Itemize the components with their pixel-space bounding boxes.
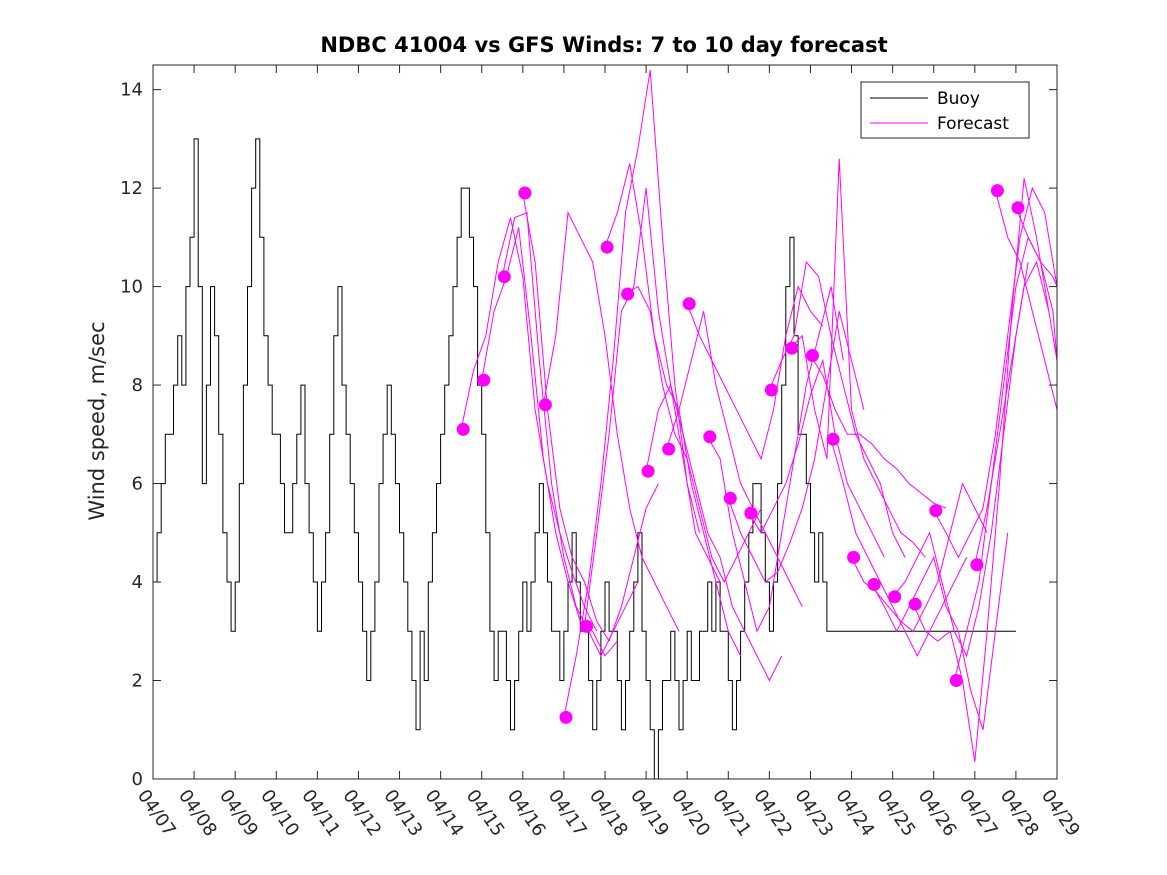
y-tick-label: 4 (132, 572, 143, 593)
forecast-marker (847, 550, 861, 564)
forecast-marker (744, 506, 758, 520)
y-tick-label: 6 (132, 474, 143, 495)
forecast-marker (497, 270, 511, 284)
chart-title: NDBC 41004 vs GFS Winds: 7 to 10 day for… (320, 33, 887, 57)
y-tick-label: 0 (132, 769, 143, 790)
forecast-marker (641, 464, 655, 478)
forecast-trace (748, 358, 885, 558)
buoy-series (153, 138, 1016, 780)
y-axis-label: Wind speed, m/sec (85, 321, 109, 520)
forecast-trace (810, 355, 947, 509)
legend-buoy-label: Buoy (937, 89, 980, 109)
legend: Buoy Forecast (860, 81, 1030, 139)
forecast-trace (501, 211, 639, 658)
forecast-marker (806, 349, 819, 362)
forecast-trace (584, 188, 721, 627)
legend-forecast-label: Forecast (937, 114, 1009, 134)
forecast-trace (686, 285, 824, 461)
forecast-marker (764, 383, 778, 397)
forecast-marker (600, 240, 614, 254)
forecast-trace (707, 286, 844, 633)
forecast-marker (538, 398, 552, 412)
forecast-marker (929, 504, 943, 518)
forecast-marker (1011, 201, 1025, 215)
y-tick-label: 8 (132, 375, 143, 396)
forecast-marker (785, 341, 799, 355)
forecast-trace (522, 192, 659, 643)
forecast-marker (990, 184, 1004, 198)
forecast-marker (559, 710, 573, 724)
forecast-marker (580, 619, 593, 633)
plot-area (152, 64, 1058, 780)
forecast-marker (621, 287, 635, 301)
forecast-marker (518, 186, 532, 200)
forecast-marker (456, 422, 470, 436)
forecast-trace (666, 311, 803, 607)
forecast-marker (908, 597, 922, 611)
forecast-trace (604, 163, 742, 657)
forecast-trace (768, 260, 906, 558)
forecast-trace (625, 285, 762, 584)
forecast-marker (867, 578, 881, 591)
forecast-marker (682, 297, 696, 311)
y-tick-label: 12 (120, 178, 143, 199)
forecast-trace (871, 532, 1009, 730)
y-tick-label: 14 (120, 80, 143, 101)
legend-box (860, 81, 1030, 139)
forecast-marker (662, 442, 676, 456)
forecast-marker (970, 558, 984, 572)
forecast-marker (723, 491, 737, 505)
forecast-trace (933, 186, 1058, 559)
forecast-marker (826, 432, 840, 446)
forecast-trace (460, 217, 598, 632)
forecast-marker (477, 373, 491, 387)
forecast-trace (563, 69, 700, 718)
forecast-marker (703, 430, 717, 444)
forecast-trace (645, 383, 783, 682)
y-axis-ticks: 0 2 4 6 8 10 12 14 (120, 80, 1057, 790)
forecast-marker (888, 590, 902, 604)
y-tick-label: 2 (132, 671, 143, 692)
forecast-trace (727, 311, 865, 583)
forecast-trace (892, 261, 1029, 658)
forecast-trace (912, 178, 1050, 762)
buoy-line (153, 138, 1016, 780)
y-tick-label: 10 (120, 277, 143, 298)
forecast-marker (949, 674, 963, 687)
forecast-markers (456, 184, 1025, 724)
plot-background (153, 65, 1057, 779)
